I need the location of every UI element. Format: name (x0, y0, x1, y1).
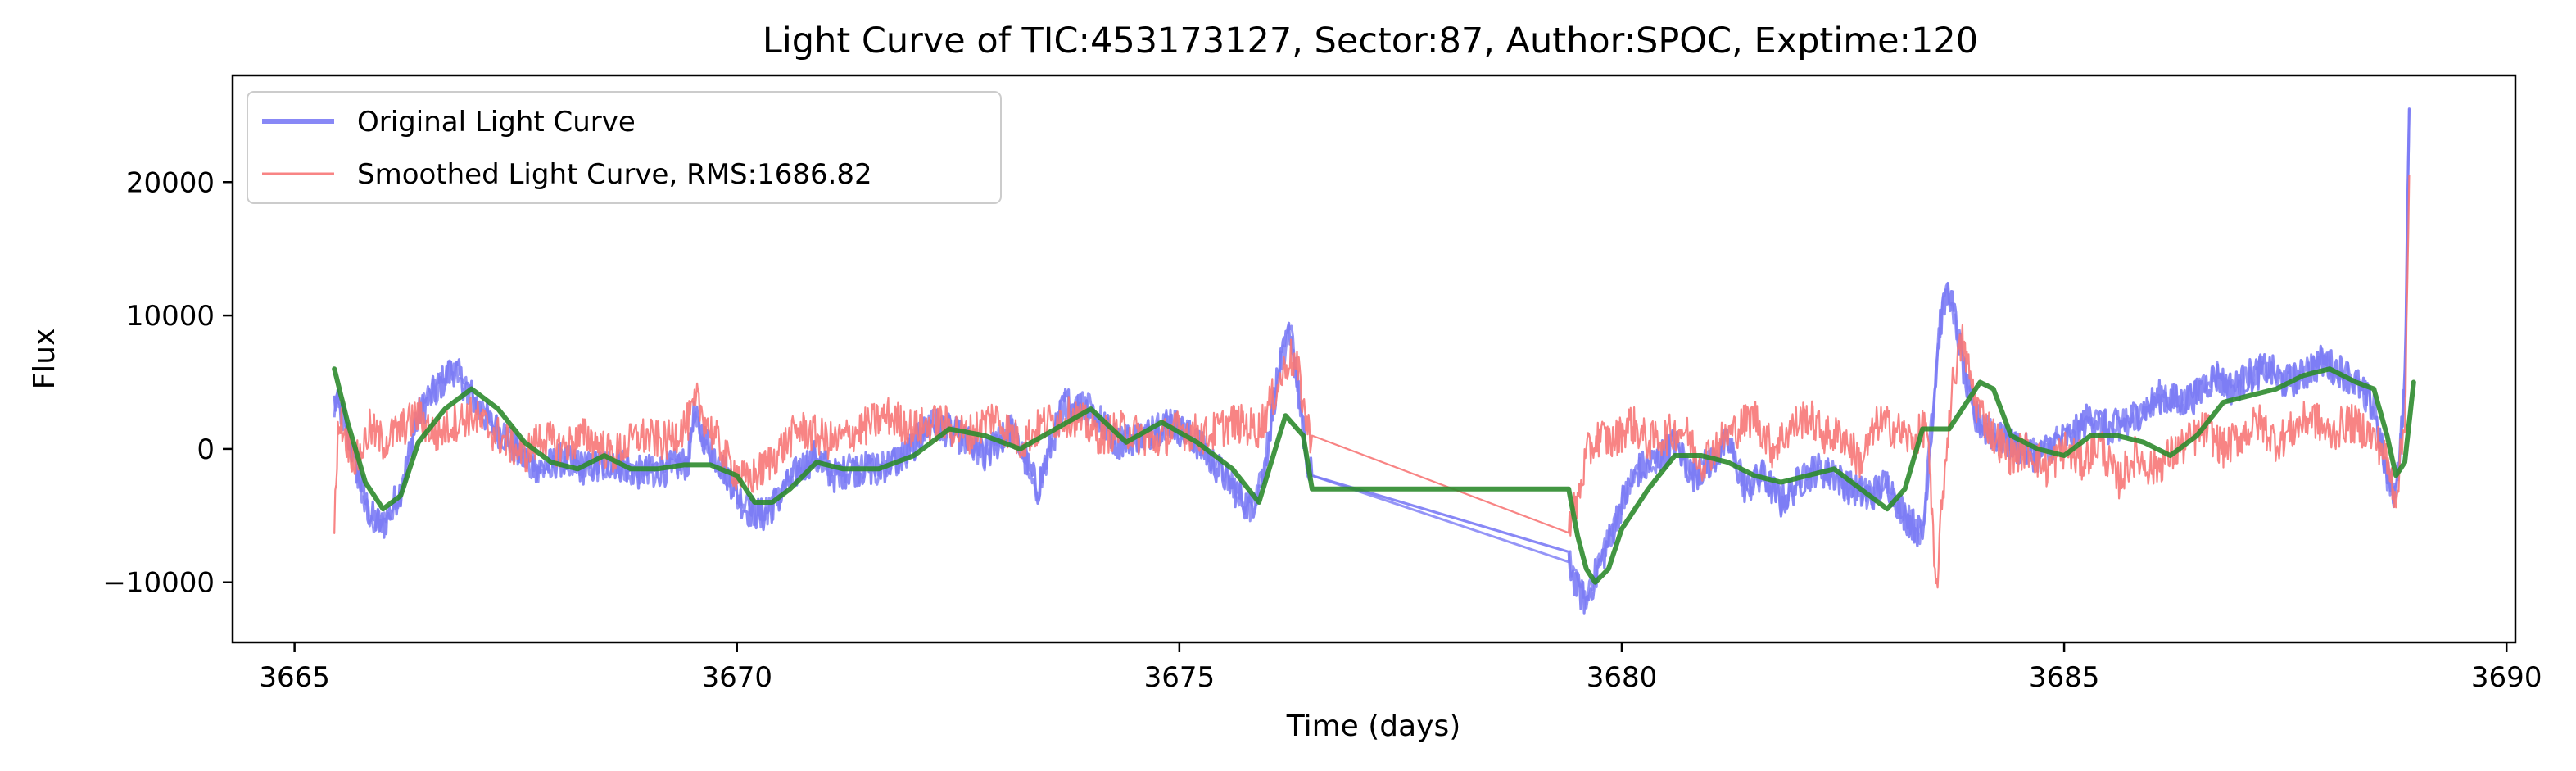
y-tick-label: 0 (197, 433, 215, 466)
x-axis: 3665 3670 3675 3680 3685 3690 (259, 642, 2542, 694)
smoothed-light-curve-line (333, 175, 2411, 589)
y-tick-label: 10000 (126, 300, 215, 333)
y-tick-label: −10000 (102, 567, 215, 600)
legend-label-original: Original Light Curve (357, 106, 636, 138)
legend: Original Light Curve Smoothed Light Curv… (247, 91, 1002, 204)
x-tick-label: 3675 (1144, 661, 1216, 694)
plot-area (332, 107, 2416, 615)
x-tick-label: 3690 (2471, 661, 2542, 694)
chart-title: Light Curve of TIC:453173127, Sector:87,… (763, 20, 1978, 61)
x-axis-label: Time (days) (1286, 710, 1461, 743)
original-light-curve-line (333, 107, 2411, 615)
legend-label-smoothed: Smoothed Light Curve, RMS:1686.82 (357, 158, 872, 191)
y-tick-label: 20000 (126, 166, 215, 199)
trend-line (332, 366, 2416, 585)
original-light-curve-line-texture (333, 108, 2411, 610)
x-tick-label: 3665 (259, 661, 330, 694)
plot-frame (231, 74, 2517, 644)
y-axis-label: Flux (28, 329, 61, 390)
x-tick-label: 3680 (1587, 661, 1658, 694)
y-axis: −10000 0 10000 20000 (102, 166, 233, 600)
legend-box (247, 91, 1002, 204)
x-tick-label: 3670 (701, 661, 772, 694)
x-tick-label: 3685 (2029, 661, 2100, 694)
